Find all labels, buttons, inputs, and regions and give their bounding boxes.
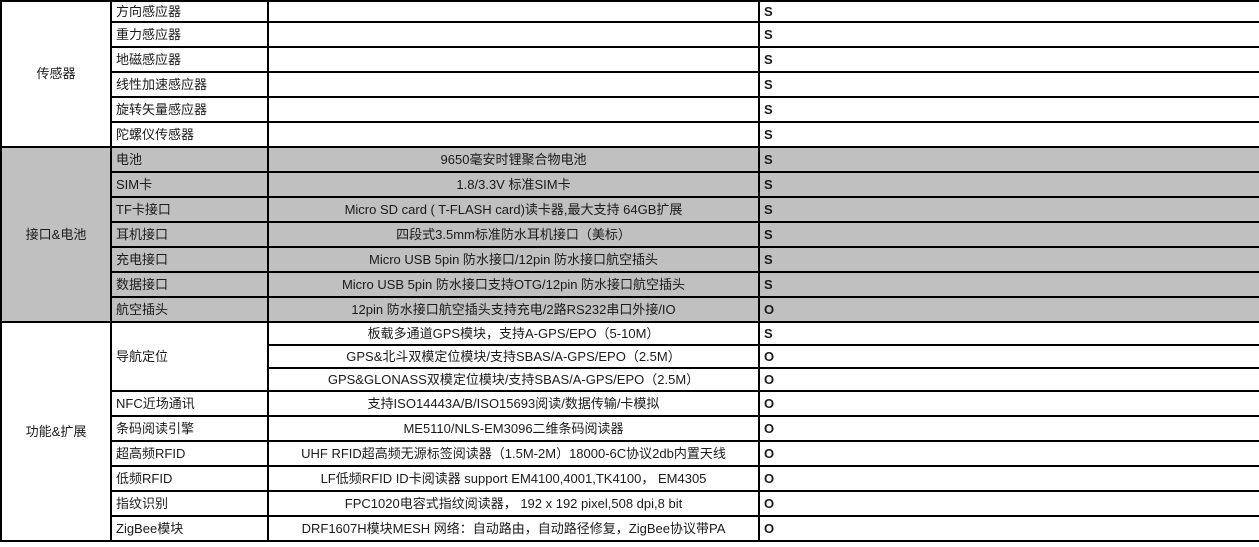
feature-cell: 指纹识别	[110, 490, 269, 517]
table-row: 陀螺仪传感器 S	[1, 121, 1259, 148]
description-cell: LF低频RFID ID卡阅读器 support EM4100,4001,TK41…	[267, 465, 760, 492]
table-row: 传感器 方向感应器 S	[0, 0, 1259, 148]
description-cell	[267, 46, 760, 73]
availability-cell: S	[758, 246, 1259, 273]
table-row: 地磁感应器 S	[1, 46, 1259, 73]
description-cell: 四段式3.5mm标准防水耳机接口（美标）	[267, 221, 760, 248]
availability-cell: O	[758, 465, 1259, 492]
table-row: 超高频RFID UHF RFID超高频无源标签阅读器（1.5M-2M）18000…	[1, 440, 1259, 467]
description-cell: GPS&GLONASS双模定位模块/支持SBAS/A-GPS/EPO（2.5M）	[267, 367, 760, 392]
description-cell	[267, 0, 760, 23]
feature-cell: 超高频RFID	[110, 440, 269, 467]
availability-cell: O	[758, 415, 1259, 442]
category-cell-interface-battery: 接口&电池	[0, 146, 112, 323]
description-cell: ME5110/NLS-EM3096二维条码阅读器	[267, 415, 760, 442]
description-cell	[267, 121, 760, 148]
description-cell	[267, 71, 760, 98]
description-cell: 板载多通道GPS模块，支持A-GPS/EPO（5-10M）	[267, 321, 760, 346]
table-row: 数据接口 Micro USB 5pin 防水接口支持OTG/12pin 防水接口…	[1, 271, 1259, 298]
description-cell: 1.8/3.3V 标准SIM卡	[267, 171, 760, 198]
table-row: GPS&GLONASS双模定位模块/支持SBAS/A-GPS/EPO（2.5M）…	[1, 367, 1259, 392]
feature-cell: 方向感应器	[110, 0, 269, 23]
table-row: NFC近场通讯 支持ISO14443A/B/ISO15693阅读/数据传输/卡模…	[1, 390, 1259, 417]
availability-cell: S	[758, 171, 1259, 198]
feature-cell: 低频RFID	[110, 465, 269, 492]
availability-cell: S	[758, 21, 1259, 48]
feature-cell: 数据接口	[110, 271, 269, 298]
description-cell: 支持ISO14443A/B/ISO15693阅读/数据传输/卡模拟	[267, 390, 760, 417]
table-row: 耳机接口 四段式3.5mm标准防水耳机接口（美标） S	[1, 221, 1259, 248]
feature-cell: TF卡接口	[110, 196, 269, 223]
description-cell: 12pin 防水接口航空插头支持充电/2路RS232串口外接/IO	[267, 296, 760, 323]
feature-cell: 条码阅读引擎	[110, 415, 269, 442]
description-cell: DRF1607H模块MESH 网络：自动路由，自动路径修复，ZigBee协议带P…	[267, 515, 760, 542]
table-row: 指纹识别 FPC1020电容式指纹阅读器， 192 x 192 pixel,50…	[1, 490, 1259, 517]
availability-cell: S	[758, 271, 1259, 298]
description-cell: 9650毫安时锂聚合物电池	[267, 146, 760, 173]
table-row: GPS&北斗双模定位模块/支持SBAS/A-GPS/EPO（2.5M） O	[1, 344, 1259, 369]
feature-cell-navigation: 导航定位	[110, 321, 269, 392]
feature-cell: 重力感应器	[110, 21, 269, 48]
availability-cell: S	[758, 96, 1259, 123]
description-cell: FPC1020电容式指纹阅读器， 192 x 192 pixel,508 dpi…	[267, 490, 760, 517]
table-row: 重力感应器 S	[1, 21, 1259, 48]
table-row: 功能&扩展 导航定位 板载多通道GPS模块，支持A-GPS/EPO（5-10M）…	[0, 321, 1259, 542]
availability-cell: O	[758, 440, 1259, 467]
table-row: 充电接口 Micro USB 5pin 防水接口/12pin 防水接口航空插头 …	[1, 246, 1259, 273]
description-cell	[267, 21, 760, 48]
availability-cell: S	[758, 196, 1259, 223]
availability-cell: O	[758, 490, 1259, 517]
availability-cell: O	[758, 390, 1259, 417]
description-cell: Micro SD card ( T-FLASH card)读卡器,最大支持 64…	[267, 196, 760, 223]
table-row: 线性加速感应器 S	[1, 71, 1259, 98]
feature-cell: 充电接口	[110, 246, 269, 273]
feature-cell: 陀螺仪传感器	[110, 121, 269, 148]
table-row: ZigBee模块 DRF1607H模块MESH 网络：自动路由，自动路径修复，Z…	[1, 515, 1259, 542]
table-row: SIM卡 1.8/3.3V 标准SIM卡 S	[1, 171, 1259, 198]
description-cell: Micro USB 5pin 防水接口/12pin 防水接口航空插头	[267, 246, 760, 273]
availability-cell: O	[758, 515, 1259, 542]
table-row: 旋转矢量感应器 S	[1, 96, 1259, 123]
feature-cell: NFC近场通讯	[110, 390, 269, 417]
availability-cell: O	[758, 367, 1259, 392]
description-cell: GPS&北斗双模定位模块/支持SBAS/A-GPS/EPO（2.5M）	[267, 344, 760, 369]
feature-cell: SIM卡	[110, 171, 269, 198]
table-row: 接口&电池 电池 9650毫安时锂聚合物电池 S	[0, 146, 1259, 323]
availability-cell: S	[758, 121, 1259, 148]
description-cell: UHF RFID超高频无源标签阅读器（1.5M-2M）18000-6C协议2db…	[267, 440, 760, 467]
category-cell-function-expansion: 功能&扩展	[0, 321, 112, 542]
feature-cell: 地磁感应器	[110, 46, 269, 73]
feature-cell: 旋转矢量感应器	[110, 96, 269, 123]
table-row: TF卡接口 Micro SD card ( T-FLASH card)读卡器,最…	[1, 196, 1259, 223]
availability-cell: S	[758, 46, 1259, 73]
availability-cell: O	[758, 296, 1259, 323]
availability-cell: S	[758, 321, 1259, 346]
feature-cell: ZigBee模块	[110, 515, 269, 542]
availability-cell: S	[758, 146, 1259, 173]
description-cell: Micro USB 5pin 防水接口支持OTG/12pin 防水接口航空插头	[267, 271, 760, 298]
feature-cell: 线性加速感应器	[110, 71, 269, 98]
description-cell	[267, 96, 760, 123]
category-cell-sensors: 传感器	[0, 0, 112, 148]
table-row: 条码阅读引擎 ME5110/NLS-EM3096二维条码阅读器 O	[1, 415, 1259, 442]
availability-cell: O	[758, 344, 1259, 369]
availability-cell: S	[758, 0, 1259, 23]
availability-cell: S	[758, 221, 1259, 248]
feature-cell: 电池	[110, 146, 269, 173]
availability-cell: S	[758, 71, 1259, 98]
feature-cell: 耳机接口	[110, 221, 269, 248]
table-row: 低频RFID LF低频RFID ID卡阅读器 support EM4100,40…	[1, 465, 1259, 492]
feature-cell: 航空插头	[110, 296, 269, 323]
table-row: 航空插头 12pin 防水接口航空插头支持充电/2路RS232串口外接/IO O	[1, 296, 1259, 323]
